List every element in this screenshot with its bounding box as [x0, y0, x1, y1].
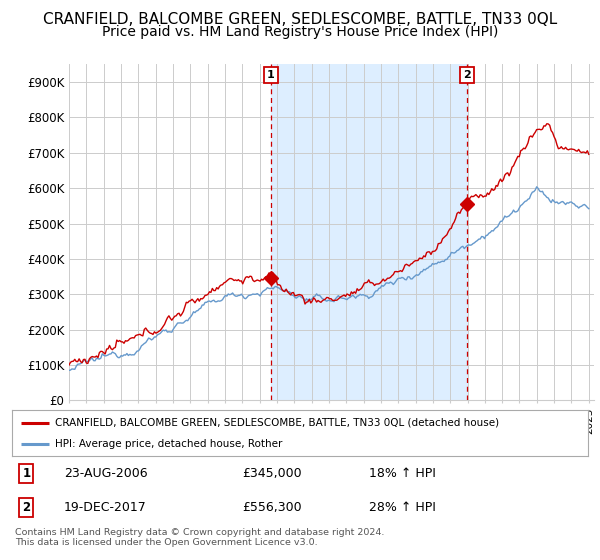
Text: Price paid vs. HM Land Registry's House Price Index (HPI): Price paid vs. HM Land Registry's House … — [102, 25, 498, 39]
Text: HPI: Average price, detached house, Rother: HPI: Average price, detached house, Roth… — [55, 439, 283, 449]
Text: £556,300: £556,300 — [242, 501, 302, 514]
Text: Contains HM Land Registry data © Crown copyright and database right 2024.
This d: Contains HM Land Registry data © Crown c… — [15, 528, 385, 547]
Text: 2: 2 — [463, 70, 471, 80]
Text: 1: 1 — [22, 467, 31, 480]
Text: 2: 2 — [22, 501, 31, 514]
Text: 1: 1 — [267, 70, 275, 80]
Text: 28% ↑ HPI: 28% ↑ HPI — [369, 501, 436, 514]
Text: CRANFIELD, BALCOMBE GREEN, SEDLESCOMBE, BATTLE, TN33 0QL (detached house): CRANFIELD, BALCOMBE GREEN, SEDLESCOMBE, … — [55, 418, 499, 428]
Bar — [271, 64, 467, 400]
Text: CRANFIELD, BALCOMBE GREEN, SEDLESCOMBE, BATTLE, TN33 0QL: CRANFIELD, BALCOMBE GREEN, SEDLESCOMBE, … — [43, 12, 557, 27]
Text: 19-DEC-2017: 19-DEC-2017 — [64, 501, 146, 514]
Text: 23-AUG-2006: 23-AUG-2006 — [64, 467, 148, 480]
Text: 18% ↑ HPI: 18% ↑ HPI — [369, 467, 436, 480]
Text: £345,000: £345,000 — [242, 467, 302, 480]
